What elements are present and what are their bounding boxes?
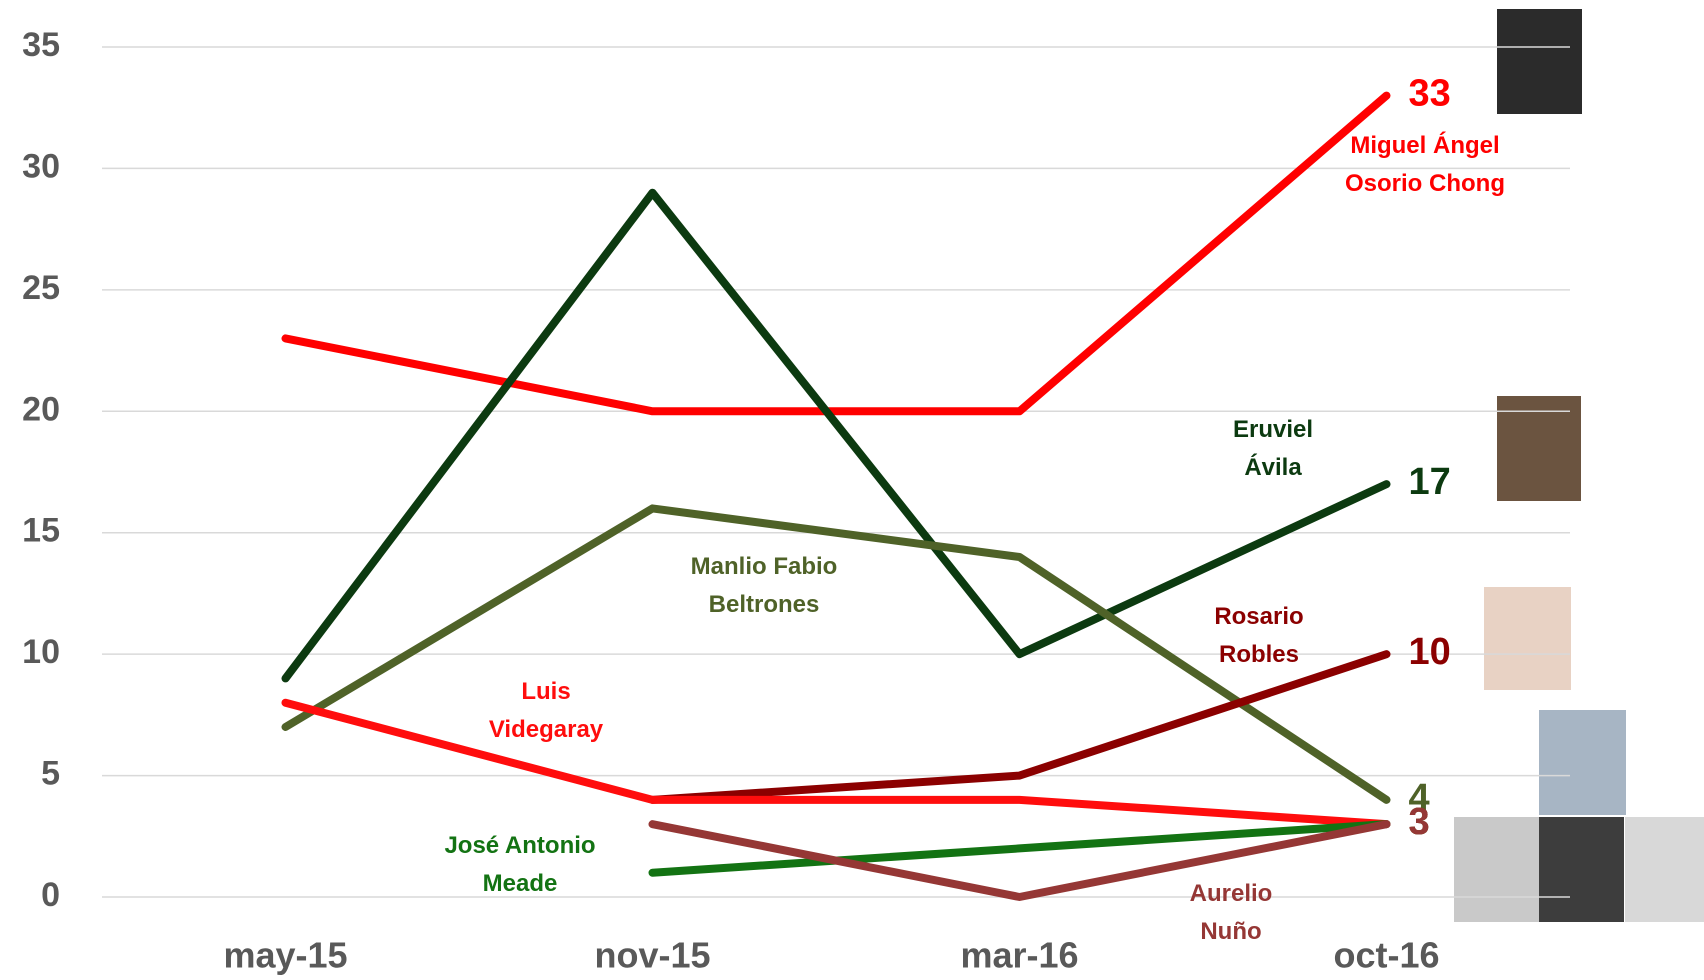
photo: [1484, 587, 1571, 690]
x-tick-label: nov-15: [594, 935, 710, 976]
y-tick-label: 25: [22, 269, 60, 307]
y-tick-label: 35: [22, 26, 60, 64]
value-label: 3: [1409, 801, 1430, 843]
value-label: 33: [1409, 73, 1451, 115]
series-label: Luis Videgaray: [488, 678, 604, 743]
value-label: 4: [1409, 777, 1430, 819]
series-line: [648, 650, 1391, 804]
series-label: Rosario Robles: [1214, 603, 1304, 668]
series-line: [648, 820, 1391, 901]
x-tick-label: may-15: [223, 935, 347, 976]
series-line: [281, 188, 1391, 683]
value-label: 3: [1409, 801, 1430, 843]
photo: [1497, 396, 1581, 501]
value-label: 17: [1409, 461, 1451, 503]
y-tick-label: 0: [41, 876, 60, 914]
series-line: [281, 698, 1391, 829]
y-tick-label: 15: [22, 512, 60, 550]
value-label: 10: [1409, 631, 1451, 673]
y-tick-label: 30: [22, 147, 60, 185]
photo: [1454, 817, 1539, 922]
photo: [1625, 817, 1704, 922]
series-label: José Antonio Meade: [444, 832, 596, 897]
series-line: [648, 820, 1391, 877]
x-tick-label: oct-16: [1333, 935, 1439, 976]
y-tick-label: 10: [22, 633, 60, 671]
photo: [1539, 710, 1626, 815]
photo: [1497, 9, 1582, 114]
x-tick-label: mar-16: [960, 935, 1078, 976]
photo: [1539, 817, 1624, 922]
photos: [1454, 9, 1704, 922]
series-label: Aurelio Nuño: [1189, 880, 1273, 945]
series-label: Manlio Fabio Beltrones: [690, 553, 838, 618]
series-line: [281, 504, 1391, 804]
series-label: Eruviel Ávila: [1232, 416, 1314, 481]
value-label: 3: [1409, 801, 1430, 843]
series-line: [281, 91, 1391, 416]
series-label: Miguel Ángel Osorio Chong: [1345, 132, 1505, 197]
y-tick-label: 20: [22, 390, 60, 428]
y-tick-label: 5: [41, 755, 60, 793]
